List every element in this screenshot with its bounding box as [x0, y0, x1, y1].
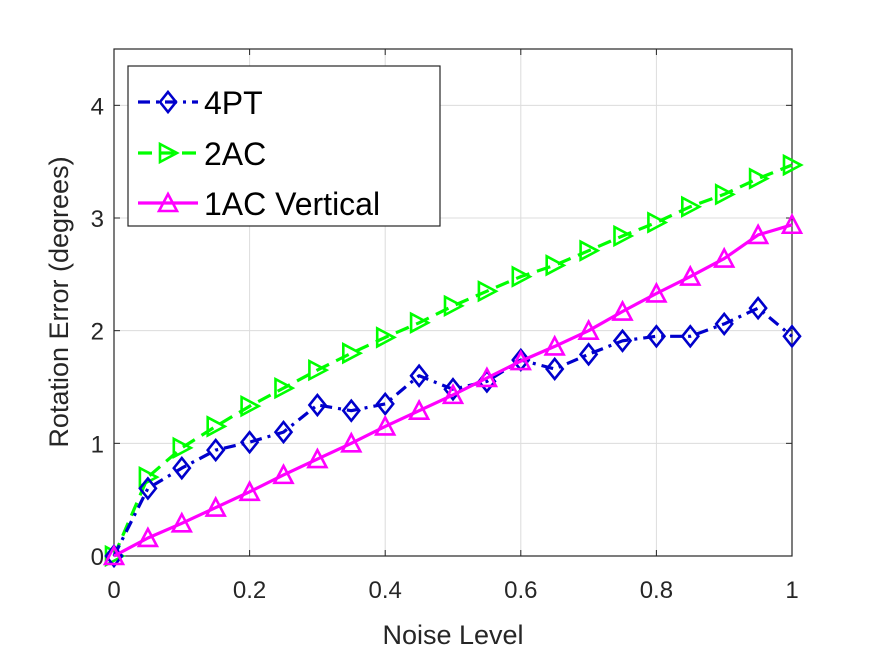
x-tick-label: 0: [107, 577, 120, 604]
data-point-4pt: [307, 392, 328, 418]
data-point-4pt: [545, 356, 565, 382]
data-point-4pt: [206, 438, 226, 463]
series-layer: [102, 153, 804, 569]
data-point-1ac-vertical: [475, 366, 499, 388]
series-line-1ac-vertical: [113, 223, 793, 558]
data-point-1ac-vertical: [272, 463, 295, 485]
data-point-1ac-vertical: [204, 495, 227, 517]
data-point-2ac: [443, 294, 465, 318]
data-point-4pt: [782, 324, 802, 349]
data-point-1ac-vertical: [374, 414, 397, 436]
data-point-1ac-vertical: [170, 511, 193, 533]
data-point-1ac-vertical: [713, 246, 736, 268]
data-point-2ac: [172, 436, 194, 459]
legend-label-2ac: 2AC: [204, 136, 266, 172]
legend-label-4pt: 4PT: [204, 85, 263, 121]
series-line-4pt: [112, 306, 794, 557]
data-point-4pt: [443, 377, 463, 402]
data-point-2ac: [748, 167, 770, 190]
data-point-1ac-vertical: [746, 223, 770, 245]
data-point-2ac: [782, 153, 804, 177]
x-tick-label: 0.8: [640, 577, 673, 604]
data-point-1ac-vertical: [407, 398, 431, 420]
data-point-1ac-vertical: [136, 526, 160, 548]
data-point-4pt: [578, 342, 599, 367]
data-point-1ac-vertical: [611, 299, 634, 321]
data-point-4pt: [646, 324, 667, 349]
data-point-1ac-vertical: [441, 383, 465, 405]
data-point-2ac: [545, 254, 567, 277]
data-point-2ac: [274, 376, 296, 400]
y-tick-label: 2: [91, 319, 104, 346]
data-point-1ac-vertical: [679, 264, 702, 286]
data-point-2ac: [341, 342, 364, 365]
data-point-2ac: [579, 239, 601, 262]
legend-marker-1ac-vertical: [156, 191, 180, 213]
y-tick-label: 0: [91, 544, 104, 571]
data-point-1ac-vertical: [102, 544, 126, 566]
legend-item-4pt: 4PT: [138, 85, 263, 121]
tick-labels: 0 0.2 0.4 0.6 0.8 1 0 1 2 3 4: [91, 93, 799, 604]
x-tick-label: 0.6: [504, 577, 537, 604]
data-point-1ac-vertical: [238, 480, 261, 502]
data-point-1ac-vertical: [780, 212, 804, 235]
data-point-1ac-vertical: [509, 349, 532, 371]
legend-marker-4pt: [158, 89, 178, 115]
data-point-4pt: [612, 328, 633, 353]
data-point-1ac-vertical: [645, 281, 668, 303]
data-point-2ac: [138, 465, 160, 489]
series-line-2ac: [112, 163, 793, 557]
data-point-2ac: [613, 224, 635, 248]
x-tick-label: 0.4: [369, 577, 402, 604]
data-point-1ac-vertical: [577, 318, 600, 340]
data-point-2ac: [714, 183, 736, 206]
y-axis-label: Rotation Error (degrees): [44, 156, 74, 447]
data-point-2ac: [308, 358, 330, 382]
data-point-4pt: [714, 311, 734, 336]
data-point-2ac: [680, 195, 703, 218]
data-point-2ac: [375, 326, 397, 349]
data-point-4pt: [375, 391, 395, 416]
data-point-2ac: [409, 311, 431, 334]
data-point-1ac-vertical: [543, 334, 566, 356]
data-point-4pt: [680, 324, 700, 349]
x-axis-label: Noise Level: [382, 620, 523, 650]
data-point-2ac: [240, 394, 262, 418]
legend-label-1ac-vertical: 1AC Vertical: [204, 186, 380, 222]
data-point-4pt: [172, 456, 192, 481]
x-tick-label: 1: [785, 577, 798, 604]
data-point-4pt: [748, 296, 768, 321]
y-tick-label: 4: [91, 93, 104, 120]
series-1ac-vertical: [102, 212, 804, 566]
legend-item-2ac: 2AC: [138, 136, 266, 172]
data-point-2ac: [647, 211, 669, 234]
data-point-4pt: [409, 363, 429, 388]
legend: 4PT 2AC 1AC Vertical: [127, 65, 441, 227]
data-point-2ac: [206, 415, 228, 438]
data-point-4pt: [239, 430, 260, 455]
data-point-1ac-vertical: [340, 431, 363, 453]
x-tick-label: 0.2: [233, 577, 266, 604]
data-point-4pt: [341, 398, 361, 423]
legend-item-1ac-vertical: 1AC Vertical: [138, 186, 380, 222]
data-point-4pt: [273, 419, 294, 445]
y-tick-label: 1: [91, 431, 104, 458]
data-point-2ac: [511, 265, 533, 288]
axes-box: [113, 48, 793, 557]
legend-box: [127, 65, 441, 227]
data-point-2ac: [477, 280, 499, 303]
y-tick-label: 3: [91, 206, 104, 233]
legend-marker-2ac: [158, 141, 180, 165]
data-point-1ac-vertical: [306, 447, 329, 469]
data-point-4pt: [138, 476, 158, 501]
